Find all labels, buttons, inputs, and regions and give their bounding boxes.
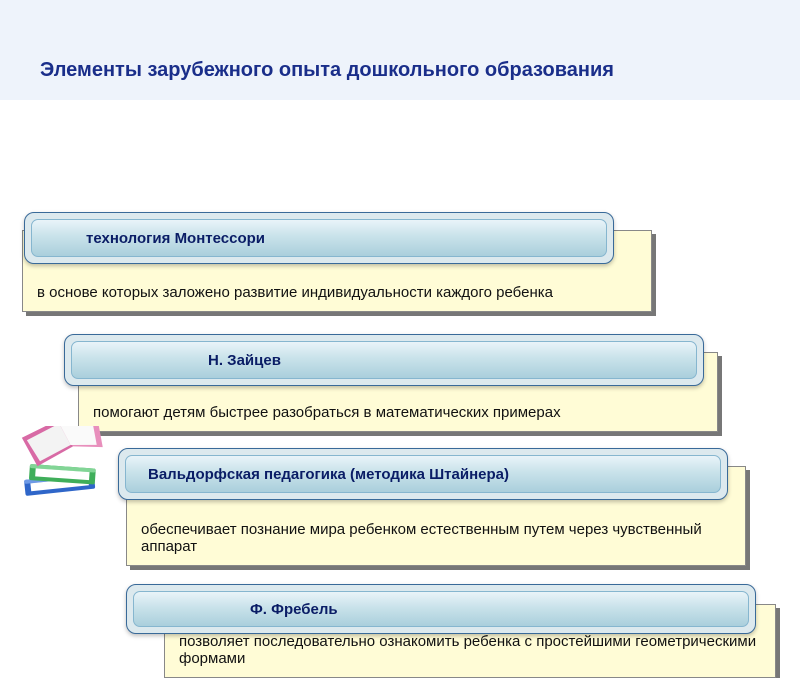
label-text: Вальдорфская педагогика (методика Штайне… (125, 455, 721, 493)
label-text: Ф. Фребель (133, 591, 749, 627)
label-pill: технология Монтессори (24, 212, 614, 264)
header-band: Элементы зарубежного опыта дошкольного о… (0, 0, 800, 100)
label-text: Н. Зайцев (71, 341, 697, 379)
page-title: Элементы зарубежного опыта дошкольного о… (40, 59, 614, 82)
description-text: в основе которых заложено развитие индив… (37, 284, 637, 301)
description-text: обеспечивает познание мира ребенком есте… (141, 521, 731, 555)
label-pill: Ф. Фребель (126, 584, 756, 634)
description-text: помогают детям быстрее разобраться в мат… (93, 404, 703, 421)
description-text: позволяет последовательно ознакомить реб… (179, 633, 761, 667)
label-pill: Н. Зайцев (64, 334, 704, 386)
books-icon (14, 426, 114, 516)
label-pill: Вальдорфская педагогика (методика Штайне… (118, 448, 728, 500)
label-text: технология Монтессори (31, 219, 607, 257)
